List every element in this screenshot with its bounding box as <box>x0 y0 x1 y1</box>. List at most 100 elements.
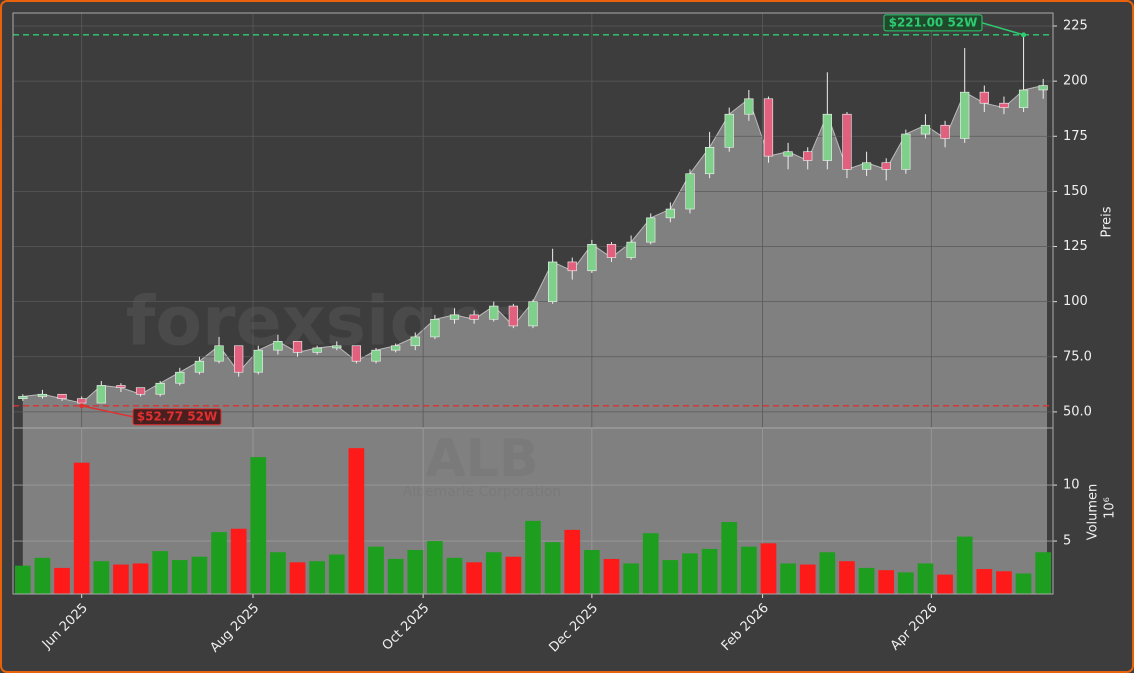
candle-body <box>881 162 891 170</box>
candle-body <box>194 360 205 373</box>
volume-bar <box>897 572 914 594</box>
annotation-arrow <box>81 405 134 418</box>
volume-bar <box>603 558 620 594</box>
candle-body <box>489 305 499 320</box>
volume-bar <box>93 561 110 594</box>
y-tick-label: 225 <box>1063 19 1088 34</box>
volume-bar <box>250 457 267 594</box>
candle-body <box>77 398 87 404</box>
candle-body <box>391 345 401 351</box>
candle-body <box>724 113 734 148</box>
volume-bar <box>230 528 247 594</box>
volume-bar <box>171 560 188 594</box>
volume-bar <box>956 536 973 594</box>
volume-bar <box>662 560 679 594</box>
volume-bar <box>446 557 463 594</box>
candle-body <box>135 387 146 395</box>
y-tick-label: 200 <box>1063 74 1088 89</box>
volume-bar <box>741 546 757 594</box>
candle-body <box>567 261 577 272</box>
annotation-arrowhead <box>1021 32 1027 38</box>
volume-bar <box>152 551 169 594</box>
volume-bar <box>328 554 345 594</box>
candle-body <box>214 345 224 362</box>
volume-bar <box>584 550 600 594</box>
volume-bar <box>642 533 659 594</box>
candle-body <box>273 341 283 351</box>
candle-body <box>606 244 617 258</box>
volume-bar <box>348 448 365 594</box>
volume-bar <box>466 562 482 594</box>
candle-body <box>116 385 126 388</box>
candle-body <box>508 305 518 327</box>
candle-body <box>351 345 362 362</box>
candle-body <box>371 349 381 362</box>
candle-body <box>57 393 67 399</box>
y-tick-label: 150 <box>1063 184 1088 199</box>
volume-bar <box>34 557 51 594</box>
volume-bar <box>780 563 796 594</box>
candle-body <box>548 261 558 302</box>
candle-body <box>37 393 48 397</box>
y-axis-label: Preis <box>1100 206 1115 237</box>
candle-body <box>920 124 931 135</box>
volume-bar <box>525 520 541 594</box>
annotation-label: $52.77 52W <box>137 409 217 423</box>
volume-bar <box>917 563 934 594</box>
candle-body <box>979 91 989 104</box>
volume-bar <box>996 571 1012 594</box>
candle-body <box>940 124 950 139</box>
company-watermark: Albemarle Corporation <box>403 484 562 500</box>
volume-bar <box>270 552 286 594</box>
volume-bar <box>368 546 384 594</box>
candle-body <box>626 241 636 258</box>
volume-bar <box>407 550 424 594</box>
candle-body <box>822 113 832 161</box>
volume-bar <box>309 561 325 594</box>
candle-body <box>332 345 342 349</box>
candle-body <box>1018 89 1029 108</box>
volume-bar <box>191 556 208 594</box>
candle-body <box>18 396 28 399</box>
volume-bar <box>937 574 953 594</box>
candle-body <box>783 151 793 157</box>
candle-body <box>253 349 263 373</box>
volume-bar <box>682 553 698 594</box>
candle-body <box>744 98 754 115</box>
volume-bar <box>485 552 502 594</box>
candle-body <box>175 371 185 384</box>
candle-body <box>449 314 460 320</box>
candle-body <box>410 336 420 347</box>
candle-body <box>312 347 322 353</box>
volume-bar <box>505 556 522 594</box>
annotation-label: $221.00 52W <box>889 15 978 29</box>
y-tick-label: 75.0 <box>1063 349 1092 364</box>
annotation-arrowhead <box>79 403 85 409</box>
candle-body <box>685 173 695 210</box>
volume-bar <box>760 543 777 594</box>
candle-body <box>430 318 440 338</box>
volume-bar <box>564 529 581 594</box>
volume-bar <box>858 567 875 594</box>
candle-body <box>1038 85 1048 91</box>
candle-body <box>861 162 872 170</box>
volume-bar <box>1015 573 1032 594</box>
candle-body <box>901 133 911 170</box>
volume-bar <box>1035 552 1052 594</box>
y-tick-label: 175 <box>1063 129 1088 144</box>
volume-tick-label: 5 <box>1063 534 1071 549</box>
candle-body <box>155 382 165 395</box>
volume-bar <box>701 548 718 594</box>
annotation-arrow <box>981 22 1024 36</box>
volume-bar <box>289 562 306 594</box>
volume-bar <box>721 522 738 594</box>
volume-bar <box>878 570 895 594</box>
volume-bar <box>387 558 404 594</box>
volume-bar <box>799 564 816 594</box>
volume-bar <box>132 563 149 594</box>
price-area <box>22 85 1048 594</box>
candle-body <box>528 301 538 327</box>
candle-body <box>292 341 303 353</box>
candle-body <box>469 314 479 320</box>
